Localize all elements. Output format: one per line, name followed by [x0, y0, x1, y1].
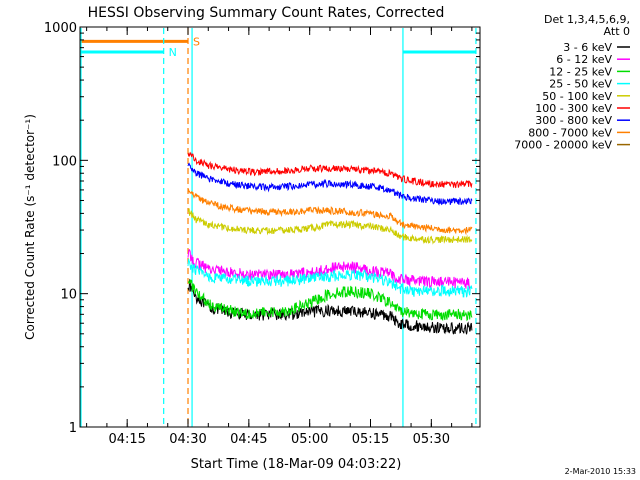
legend-header-line-1: Det 1,3,4,5,6,9,: [544, 13, 630, 26]
series-6-12-kev: [187, 249, 473, 291]
legend-label-2: 12 - 25 keV: [549, 65, 612, 78]
x-tick-label-5: 05:30: [413, 432, 450, 447]
series-lines: [187, 151, 473, 335]
y-axis-label: Corrected Count Rate (s⁻¹ detector⁻¹): [23, 114, 37, 340]
legend-label-8: 7000 - 20000 keV: [514, 139, 612, 152]
x-axis-label: Start Time (18-Mar-09 04:03:22): [191, 457, 402, 472]
vertical-markers: [80, 28, 477, 427]
x-tick-label-2: 04:45: [230, 432, 267, 447]
y-tick-label-2: 100: [52, 154, 77, 169]
series-25-50-kev: [187, 258, 473, 298]
x-tick-label-4: 05:15: [352, 432, 389, 447]
legend-header-line-2: Att 0: [604, 25, 630, 38]
series-800-7000-kev: [187, 188, 473, 236]
legend-label-0: 3 - 6 keV: [563, 41, 612, 54]
plot-frame: [79, 26, 481, 428]
x-axis: 04:15 04:30 04:45 05:00 05:15 05:30: [86, 27, 473, 447]
legend-label-7: 800 - 7000 keV: [528, 126, 612, 139]
y-tick-label-0: 1: [69, 421, 77, 436]
x-tick-label-1: 04:30: [169, 432, 206, 447]
legend-label-4: 50 - 100 keV: [542, 90, 612, 103]
timestamp: 2-Mar-2010 15:33: [565, 467, 636, 476]
legend-label-5: 100 - 300 keV: [535, 102, 612, 115]
legend-label-3: 25 - 50 keV: [549, 78, 612, 91]
x-tick-label-3: 05:00: [291, 432, 328, 447]
flag-bars: NS: [81, 35, 476, 59]
series-12-25-kev: [187, 279, 473, 322]
y-tick-label-1: 10: [60, 288, 77, 303]
flag-label-s: S: [193, 35, 200, 48]
legend-label-6: 300 - 800 keV: [535, 114, 612, 127]
flag-label-n: N: [169, 46, 177, 59]
y-tick-label-3: 1000: [44, 21, 77, 36]
chart-title: HESSI Observing Summary Count Rates, Cor…: [88, 5, 445, 21]
x-tick-label-0: 04:15: [108, 432, 145, 447]
series-300-800-kev: [187, 162, 473, 206]
legend-label-1: 6 - 12 keV: [556, 53, 612, 66]
y-axis: 1 10 100 1000: [44, 21, 480, 436]
series-100-300-kev: [187, 151, 473, 189]
series-50-100-kev: [187, 208, 473, 245]
